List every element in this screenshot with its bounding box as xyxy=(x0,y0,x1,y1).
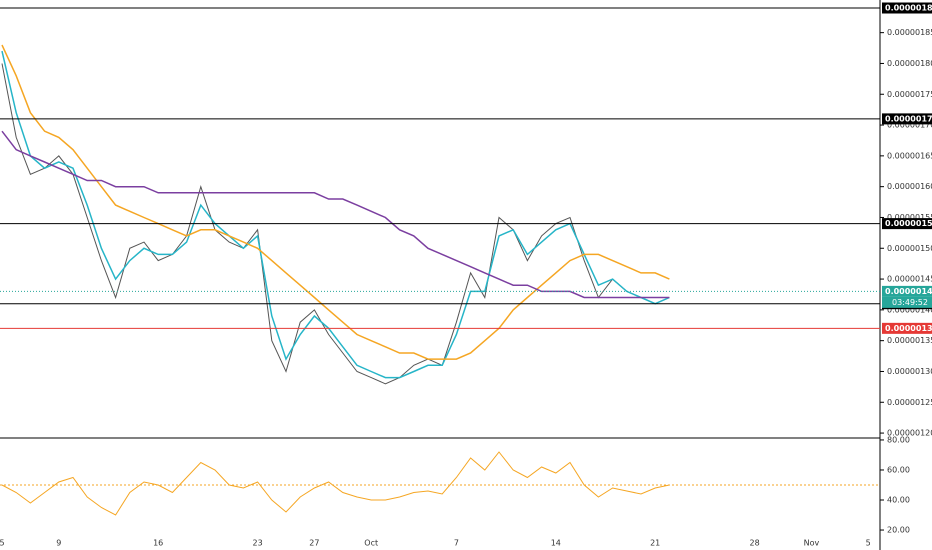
y-tick-label: 0.00000175 xyxy=(887,90,932,99)
x-tick-label: 9 xyxy=(56,539,61,548)
x-tick-label: Oct xyxy=(364,539,378,548)
x-tick-label: 23 xyxy=(253,539,263,548)
y-tick-label: 0.00000180 xyxy=(887,59,932,68)
level-label: 0.00000137 xyxy=(885,324,932,333)
countdown: 03:49:52 xyxy=(892,298,928,307)
y-tick-label: 0.00000155 xyxy=(887,213,932,222)
y-tick-label: 0.00000135 xyxy=(887,336,932,345)
x-tick-label: Nov xyxy=(804,539,820,548)
x-tick-label: 5 xyxy=(866,539,871,548)
level-label-box xyxy=(882,322,932,334)
x-tick-label: 16 xyxy=(153,539,163,548)
countdown-box xyxy=(882,296,932,308)
y-tick-label: 0.00000185 xyxy=(887,28,932,37)
series-line xyxy=(1,63,670,385)
y-tick-label: 0.00000130 xyxy=(887,367,932,376)
x-tick-label: 7 xyxy=(454,539,459,548)
x-tick-label: 28 xyxy=(750,539,760,548)
y-tick-label: 0.00000120 xyxy=(887,429,932,438)
y-tick-label: 20.00 xyxy=(887,526,910,535)
y-tick-label: 0.00000145 xyxy=(887,275,932,284)
y-tick-label: 0.00000125 xyxy=(887,398,932,407)
level-label: 0.00000154 xyxy=(885,219,932,228)
y-tick-label: 0.00000165 xyxy=(887,151,932,160)
x-tick-label: 5 xyxy=(0,539,5,548)
level-label-box xyxy=(882,113,932,125)
y-tick-label: 0.00000150 xyxy=(887,244,932,253)
level-label-box xyxy=(882,2,932,14)
y-tick-label: 40.00 xyxy=(887,496,910,505)
y-tick-label: 0.00000170 xyxy=(887,121,932,130)
series-line xyxy=(1,451,670,516)
level-label: 0.00000189 xyxy=(885,4,932,13)
series-line xyxy=(1,50,670,379)
series-line xyxy=(1,44,670,360)
y-tick-label: 80.00 xyxy=(887,435,910,444)
y-tick-label: 0.00000160 xyxy=(887,182,932,191)
level-label: 0.00000171 xyxy=(885,114,932,123)
x-tick-label: 14 xyxy=(551,539,561,548)
level-label-box xyxy=(882,218,932,230)
y-tick-label: 60.00 xyxy=(887,465,910,474)
level-label-box xyxy=(882,285,932,297)
y-tick-label: 0.00000140 xyxy=(887,305,932,314)
x-tick-label: 21 xyxy=(650,539,660,548)
x-tick-label: 27 xyxy=(309,539,319,548)
level-label: 0.00000143 xyxy=(885,287,932,296)
